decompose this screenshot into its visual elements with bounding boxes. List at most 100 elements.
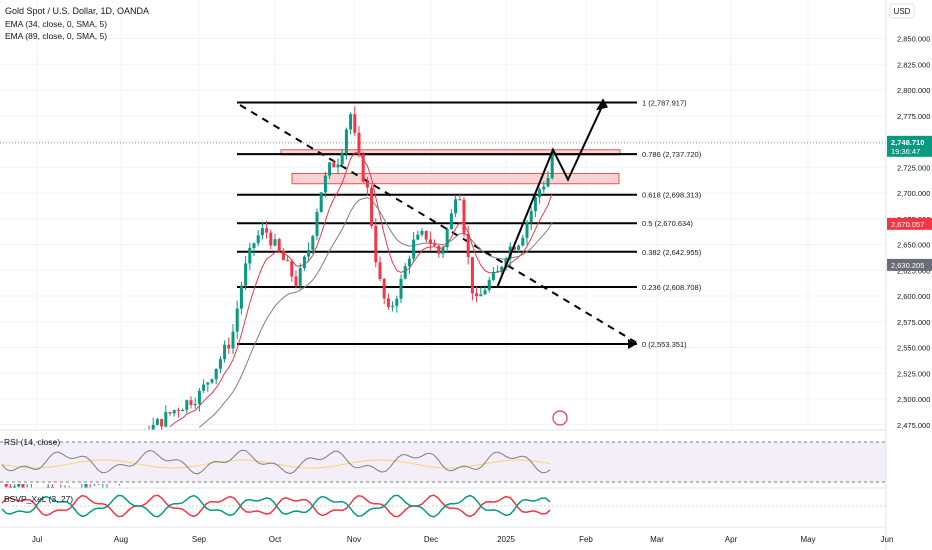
- candle-body: [193, 403, 197, 406]
- price-axis-bg: [886, 0, 932, 550]
- fib-level-label: 0.382 (2,642.955): [642, 248, 702, 257]
- candle-body: [496, 271, 500, 273]
- candle-body: [349, 114, 353, 130]
- candle-body: [323, 175, 327, 193]
- candle-body: [294, 276, 298, 286]
- candle-body: [399, 278, 403, 299]
- candle-body: [403, 266, 407, 279]
- candle-body: [546, 178, 550, 187]
- candle-body: [315, 212, 319, 237]
- time-tick: Jun: [881, 535, 894, 544]
- candle-body: [172, 410, 176, 414]
- time-tick: Aug: [114, 535, 128, 544]
- candle-body: [386, 298, 390, 307]
- candle-body: [164, 412, 168, 427]
- ema34-line: [169, 152, 553, 428]
- price-tick: 2,500.000: [897, 395, 930, 404]
- fib-level-label: 0.786 (2,737.720): [642, 150, 702, 159]
- currency-label: USD: [894, 7, 911, 16]
- trendline-arrowhead: [628, 339, 637, 350]
- candle-body: [454, 199, 458, 214]
- candle-body: [332, 162, 336, 168]
- bsvp-legend: BSVP_XeL (3, 27): [4, 494, 74, 504]
- candle-body: [223, 344, 227, 360]
- ema34-badge: [887, 217, 932, 230]
- time-axis[interactable]: Jul Aug Sep Oct Nov Dec 2025 Feb Mar Apr May Jun: [0, 526, 894, 544]
- ema89-value: 2,630.205: [891, 261, 924, 270]
- price-tick: 2,700.000: [897, 189, 930, 198]
- candle-body: [441, 247, 445, 254]
- candle-body: [319, 192, 323, 213]
- candle-body: [344, 129, 348, 154]
- rsi-pane: 75.0066.4957.49: [0, 429, 921, 484]
- candle-body: [227, 344, 231, 349]
- candle-body: [483, 290, 487, 295]
- candle-body: [328, 162, 332, 176]
- resistance-zones: [0, 142, 886, 185]
- candle-body: [412, 239, 416, 259]
- last-price: 2,748.710: [891, 138, 924, 147]
- time-tick: Oct: [269, 535, 282, 544]
- candle-body: [542, 186, 546, 190]
- candle-body: [260, 228, 264, 236]
- candle-body: [286, 260, 290, 262]
- fib-level-label: 1 (2,787.917): [642, 98, 687, 107]
- resistance-zone-lower: [291, 172, 620, 185]
- candle-body: [17, 483, 21, 487]
- candle-body: [517, 245, 521, 250]
- fib-level-label: 0.5 (2,670.634): [642, 219, 693, 228]
- price-tick: 2,825.000: [897, 60, 930, 69]
- candle-body: [470, 257, 474, 294]
- time-tick: Nov: [347, 535, 361, 544]
- price-tick: 2,725.000: [897, 163, 930, 172]
- candle-body: [357, 132, 361, 155]
- candle-body: [273, 239, 277, 246]
- candle-body: [550, 151, 554, 179]
- candle-body: [160, 419, 164, 427]
- rsi-line: [1, 449, 551, 475]
- candle-body: [504, 258, 508, 267]
- candle-body: [449, 213, 453, 230]
- projection-arrowhead: [596, 98, 608, 111]
- candle-body: [370, 187, 374, 226]
- candle-body: [500, 266, 504, 272]
- fib-level-label: 0.236 (2,608.708): [642, 283, 702, 292]
- price-axis[interactable]: USD 2,850.000 2,825.000 2,800.000 2,775.000 2…: [885, 0, 932, 550]
- candle-body: [361, 154, 365, 182]
- fib-level-label: 0 (2,553.351): [642, 340, 687, 349]
- last-price-badge: [887, 135, 932, 157]
- time-tick: May: [800, 535, 815, 544]
- candle-body: [445, 229, 449, 248]
- candle-body: [181, 409, 185, 412]
- time-tick: Sep: [192, 535, 207, 544]
- candle-body: [244, 263, 248, 286]
- price-tick: 2,550.000: [897, 344, 930, 353]
- candle-body: [311, 236, 315, 250]
- candle-body: [378, 262, 382, 280]
- time-tick: Mar: [650, 535, 664, 544]
- candle-body: [290, 261, 294, 277]
- candle-body: [395, 298, 399, 306]
- time-tick: Jul: [32, 535, 42, 544]
- candle-body: [416, 234, 420, 240]
- price-tick: 2,475.000: [897, 421, 930, 430]
- candle-body: [374, 225, 378, 263]
- fib-retracement: 1 (2,787.917) 0.786 (2,737.720) 0.618 (2,6…: [237, 98, 702, 349]
- candle-body: [214, 368, 218, 380]
- candle-body: [206, 382, 210, 385]
- candle-body: [202, 384, 206, 391]
- candle-body: [475, 293, 479, 297]
- time-tick: Feb: [579, 535, 593, 544]
- candle-body: [420, 230, 424, 235]
- symbol-title: Gold Spot / U.S. Dollar, 1D, OANDA: [5, 6, 150, 16]
- price-tick: 2,775.000: [897, 112, 930, 121]
- candle-body: [277, 239, 281, 251]
- ema89-legend: EMA (89, close, 0, SMA, 5): [5, 31, 108, 41]
- rsi-band: [0, 442, 886, 482]
- candle-body: [231, 331, 235, 349]
- candle-body: [176, 410, 180, 412]
- candle-body: [336, 164, 340, 168]
- candle-body: [197, 390, 201, 404]
